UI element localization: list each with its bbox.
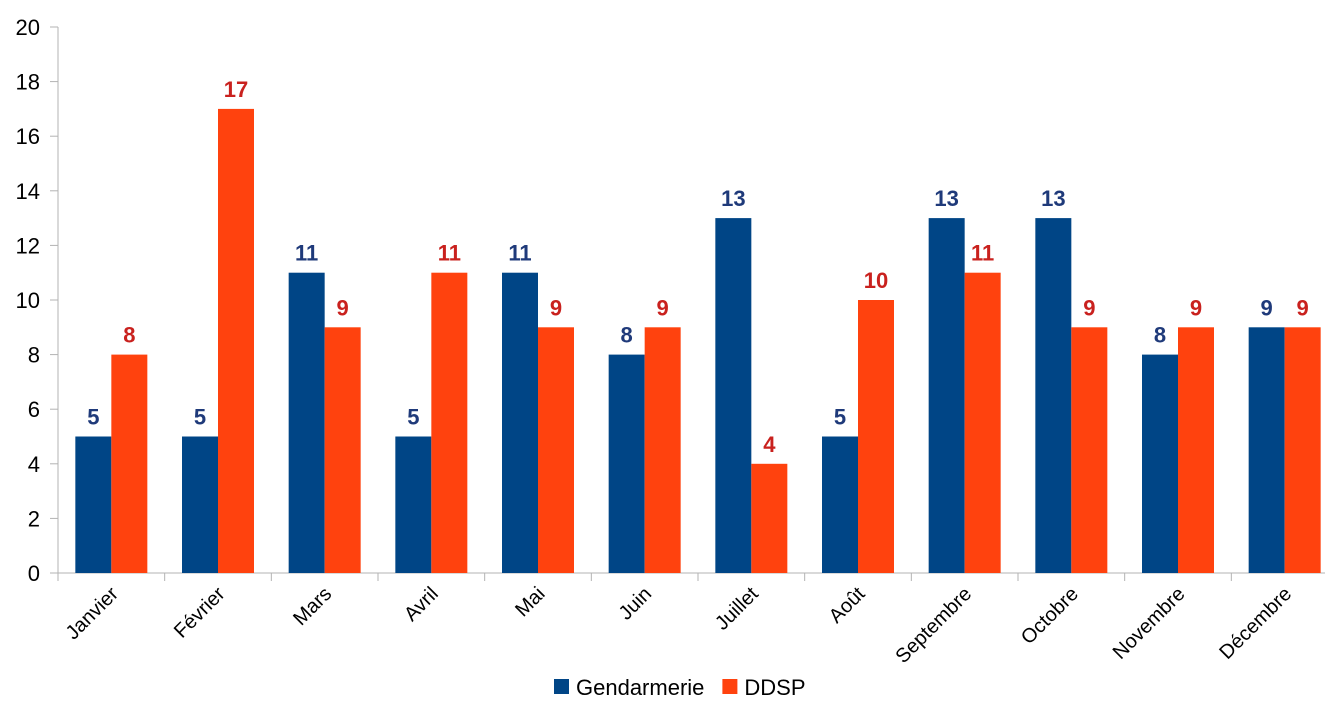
bar-gendarmerie-7 <box>822 436 858 573</box>
data-label-gendarmerie: 13 <box>1041 186 1065 211</box>
data-label-gendarmerie: 13 <box>934 186 958 211</box>
bar-gendarmerie-2 <box>288 272 325 573</box>
legend-swatch-ddsp <box>722 679 738 694</box>
bar-ddsp-11 <box>1284 327 1321 573</box>
y-tick-label: 16 <box>16 124 40 149</box>
legend-label-gendarmerie: Gendarmerie <box>576 675 704 700</box>
y-tick-label: 4 <box>28 452 40 477</box>
bar-gendarmerie-5 <box>608 354 645 573</box>
x-tick-label: Octobre <box>1017 583 1083 649</box>
x-tick-label: Mai <box>511 583 549 621</box>
data-label-gendarmerie: 9 <box>1261 295 1273 320</box>
data-label-gendarmerie: 5 <box>194 405 206 430</box>
data-label-ddsp: 9 <box>657 295 669 320</box>
bar-gendarmerie-9 <box>1035 218 1072 573</box>
bar-ddsp-4 <box>538 327 574 573</box>
data-label-gendarmerie: 11 <box>508 241 531 266</box>
data-label-gendarmerie: 11 <box>295 241 318 266</box>
data-label-gendarmerie: 5 <box>87 405 99 430</box>
data-label-ddsp: 9 <box>337 295 349 320</box>
bar-gendarmerie-1 <box>182 436 218 573</box>
data-label-gendarmerie: 5 <box>834 405 846 430</box>
x-tick-label: Novembre <box>1109 583 1190 664</box>
x-tick-label: Janvier <box>62 583 123 644</box>
bar-ddsp-7 <box>858 300 894 573</box>
bar-ddsp-0 <box>111 354 148 573</box>
y-tick-label: 2 <box>28 506 40 531</box>
x-tick-label: Juillet <box>711 583 763 635</box>
bar-gendarmerie-4 <box>502 272 538 573</box>
data-label-gendarmerie: 13 <box>721 186 745 211</box>
bar-gendarmerie-3 <box>395 436 432 573</box>
legend: Gendarmerie DDSP <box>554 675 806 700</box>
y-tick-label: 8 <box>28 343 40 368</box>
data-label-ddsp: 17 <box>224 77 248 102</box>
data-label-ddsp: 9 <box>550 295 562 320</box>
bar-ddsp-10 <box>1178 327 1214 573</box>
x-tick-label: Avril <box>400 583 443 626</box>
y-tick-label: 12 <box>16 233 40 258</box>
bar-gendarmerie-0 <box>75 436 112 573</box>
bar-ddsp-2 <box>324 327 361 573</box>
bar-ddsp-5 <box>644 327 681 573</box>
x-tick-label: Décembre <box>1215 583 1296 664</box>
x-tick-label: Mars <box>289 583 336 630</box>
y-tick-label: 20 <box>16 15 40 40</box>
data-label-gendarmerie: 8 <box>1154 323 1166 348</box>
bar-ddsp-6 <box>751 463 788 573</box>
y-tick-label: 14 <box>16 179 40 204</box>
y-tick-label: 6 <box>28 397 40 422</box>
y-tick-label: 18 <box>16 70 40 95</box>
data-label-ddsp: 9 <box>1297 295 1309 320</box>
y-tick-label: 0 <box>28 561 40 586</box>
data-label-ddsp: 4 <box>763 432 776 457</box>
bar-gendarmerie-10 <box>1142 354 1178 573</box>
bar-ddsp-1 <box>218 108 254 574</box>
data-label-ddsp: 11 <box>438 241 461 266</box>
x-axis: Janvier Février Mars Avril Mai Juin Juillet Aoû… <box>57 572 1325 668</box>
x-tick-label: Août <box>825 583 870 628</box>
bar-gendarmerie-11 <box>1248 327 1285 573</box>
legend-label-ddsp: DDSP <box>744 675 805 700</box>
y-tick-label: 10 <box>16 288 40 313</box>
data-label-ddsp: 8 <box>123 323 135 348</box>
x-tick-label: Juin <box>615 583 657 625</box>
data-label-ddsp: 9 <box>1190 295 1202 320</box>
bars <box>75 108 1321 574</box>
bar-gendarmerie-8 <box>928 218 965 573</box>
y-axis: 0 2 4 6 8 10 12 14 16 18 20 <box>16 15 59 586</box>
x-tick-label: Septembre <box>891 583 976 668</box>
bar-ddsp-8 <box>964 272 1001 573</box>
bar-ddsp-3 <box>431 272 468 573</box>
data-label-gendarmerie: 5 <box>407 405 419 430</box>
x-tick-label: Février <box>170 583 230 643</box>
data-label-ddsp: 10 <box>864 268 888 293</box>
data-label-ddsp: 9 <box>1083 295 1095 320</box>
data-label-gendarmerie: 8 <box>621 323 633 348</box>
bar-ddsp-9 <box>1071 327 1108 573</box>
bar-gendarmerie-6 <box>715 218 752 573</box>
legend-swatch-gendarmerie <box>554 679 569 694</box>
data-label-ddsp: 11 <box>971 241 994 266</box>
